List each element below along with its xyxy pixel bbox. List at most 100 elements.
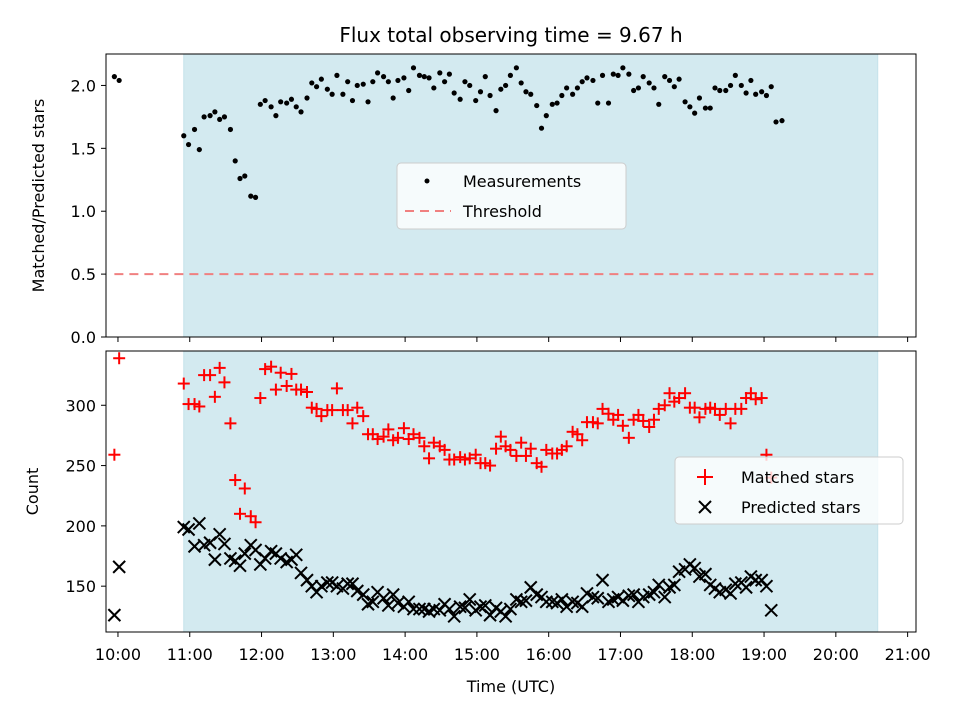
measurement-point (707, 105, 713, 111)
measurement-point (692, 110, 698, 116)
predicted-star-point (356, 587, 370, 602)
measurement-point (620, 65, 626, 71)
predicted-star-point (181, 522, 196, 537)
matched-star-point (576, 434, 589, 447)
matched-star-point (341, 404, 354, 417)
matched-star-point (113, 352, 126, 365)
matched-star-point (755, 392, 768, 405)
matched-star-point (448, 453, 461, 466)
matched-star-point (744, 387, 757, 400)
y-tick-label: 1.0 (71, 202, 96, 221)
measurement-point (406, 87, 412, 94)
measurement-point (662, 74, 668, 80)
bottom-panel: 150 200 250 300 10:00 11:00 12:00 13:00 14:00 15… (23, 350, 931, 696)
measurement-point (349, 97, 356, 104)
measurement-point (467, 82, 473, 89)
legend-predicted-marker (698, 500, 712, 514)
measurement-point (318, 76, 324, 82)
measurement-point (416, 72, 423, 78)
y-tick-label: 250 (65, 457, 96, 476)
measurement-point (615, 72, 621, 78)
predicted-star-point (586, 590, 600, 604)
measurement-point (268, 104, 274, 110)
matched-star-point (238, 482, 251, 495)
matched-star-point (218, 376, 231, 389)
measurement-point (304, 95, 310, 101)
measurement-point (528, 91, 534, 97)
predicted-star-point (345, 577, 360, 591)
measurement-point (252, 194, 259, 200)
bottom-y-axis-label: Count (23, 468, 42, 516)
matched-star-point (377, 430, 390, 443)
measurement-point (374, 70, 381, 76)
measurement-point (421, 74, 427, 80)
measurement-point (313, 84, 320, 90)
y-tick-label: 2.0 (71, 76, 96, 95)
measurement-point (579, 79, 585, 85)
predicted-star-point (212, 527, 227, 542)
measurement-point (390, 95, 396, 101)
bottom-y-ticks: 150 200 250 300 (65, 396, 106, 596)
predicted-star-point (764, 603, 778, 617)
predicted-star-point (748, 573, 763, 587)
predicted-star-point (233, 558, 247, 573)
measurement-point (595, 100, 601, 106)
predicted-star-point (320, 575, 335, 590)
measurement-point (191, 126, 198, 133)
predicted-star-point (238, 546, 252, 561)
predicted-star-point (463, 592, 477, 607)
measurement-point (221, 114, 228, 120)
matched-star-point (515, 436, 528, 449)
predicted-star-point (591, 591, 605, 605)
predicted-star-point (458, 601, 472, 615)
matched-star-point (229, 474, 242, 487)
measurement-point (185, 141, 192, 148)
measurement-point (626, 71, 632, 77)
x-tick-label: 16:00 (526, 645, 572, 664)
measurement-point (462, 79, 468, 85)
matched-star-point (301, 386, 314, 399)
matched-star-point (571, 428, 584, 441)
x-tick-label: 17:00 (597, 645, 643, 664)
measurement-point (451, 90, 457, 96)
measurement-point (723, 87, 729, 94)
measurement-point (768, 84, 774, 90)
matched-star-point (346, 417, 359, 430)
predicted-stars-points (107, 516, 778, 624)
y-tick-label: 1.5 (71, 139, 96, 158)
measurement-point (554, 100, 560, 106)
predicted-star-point (208, 552, 222, 567)
predicted-star-point (217, 537, 232, 551)
matched-star-point (616, 419, 629, 432)
predicted-star-point (340, 577, 355, 591)
matched-star-point (108, 448, 121, 461)
predicted-star-point (314, 579, 329, 593)
bottom-x-ticks: 10:00 11:00 12:00 13:00 14:00 15:00 16:00 17:00… (95, 632, 931, 664)
measurement-point (242, 173, 248, 179)
measurement-point (523, 89, 529, 95)
legend-matched-marker (697, 469, 713, 485)
measurement-point (284, 100, 290, 106)
top-x-ticks (117, 337, 909, 342)
matched-star-point (724, 417, 737, 430)
y-tick-label: 200 (65, 517, 96, 536)
measurement-point (696, 95, 703, 101)
matched-star-point (265, 360, 278, 373)
measurement-point (437, 70, 443, 76)
matched-star-point (560, 440, 573, 453)
matched-star-point (418, 440, 431, 453)
predicted-star-point (192, 516, 207, 531)
measurement-point (640, 74, 646, 80)
matched-star-point (602, 407, 615, 420)
measurement-point (590, 77, 596, 84)
measurement-point (262, 97, 268, 104)
y-tick-label: 0.5 (71, 265, 96, 284)
measurement-point (732, 72, 738, 78)
x-tick-label: 18:00 (669, 645, 715, 664)
matched-star-point (315, 410, 328, 423)
predicted-star-point (622, 589, 636, 603)
measurement-point (564, 85, 570, 91)
predicted-star-point (687, 561, 702, 575)
measurement-point (370, 79, 376, 85)
